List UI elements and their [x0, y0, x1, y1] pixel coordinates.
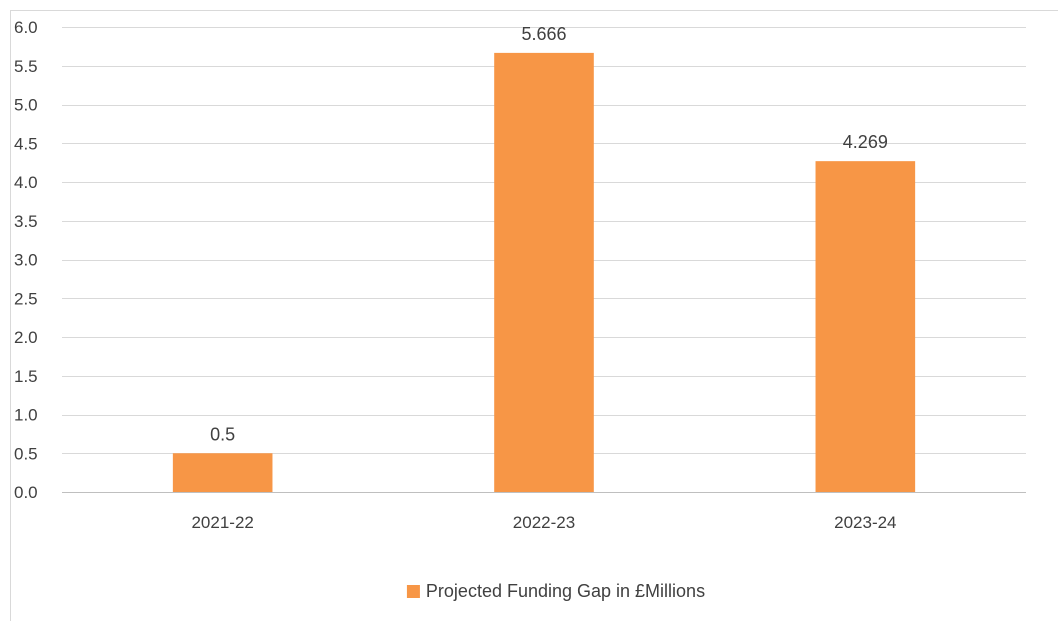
bar	[815, 161, 916, 492]
bar	[494, 52, 594, 492]
data-label: 0.5	[210, 424, 235, 444]
bar	[172, 453, 273, 492]
y-tick-label: 3.5	[14, 212, 38, 231]
y-tick-label: 0.5	[14, 444, 38, 463]
y-axis-ticks: 0.0 0.5 1.0 1.5 2.0 2.5 3.0 3.5 4.0 4.5 5.0 5.5 6.0	[14, 18, 38, 502]
bars	[172, 52, 916, 492]
x-tick-label: 2023-24	[834, 513, 896, 532]
y-tick-label: 1.5	[14, 367, 38, 386]
y-tick-label: 2.5	[14, 289, 38, 308]
y-tick-label: 3.0	[14, 251, 38, 270]
chart-border	[10, 10, 1058, 621]
y-tick-label: 5.0	[14, 96, 38, 115]
x-tick-label: 2021-22	[191, 513, 253, 532]
y-tick-label: 1.0	[14, 406, 38, 425]
data-label: 4.269	[843, 132, 888, 152]
y-tick-label: 4.5	[14, 134, 38, 153]
x-tick-label: 2022-23	[513, 513, 575, 532]
x-axis-ticks: 2021-22 2022-23 2023-24	[191, 513, 896, 532]
y-tick-label: 4.0	[14, 173, 38, 192]
y-tick-label: 6.0	[14, 18, 38, 37]
y-tick-label: 2.0	[14, 328, 38, 347]
legend: Projected Funding Gap in £Millions	[406, 581, 705, 601]
data-label: 5.666	[521, 24, 566, 44]
y-tick-label: 0.0	[14, 483, 38, 502]
data-labels: 0.5 5.666 4.269	[210, 24, 888, 444]
legend-label: Projected Funding Gap in £Millions	[426, 581, 705, 601]
y-tick-label: 5.5	[14, 57, 38, 76]
legend-swatch	[406, 585, 420, 598]
